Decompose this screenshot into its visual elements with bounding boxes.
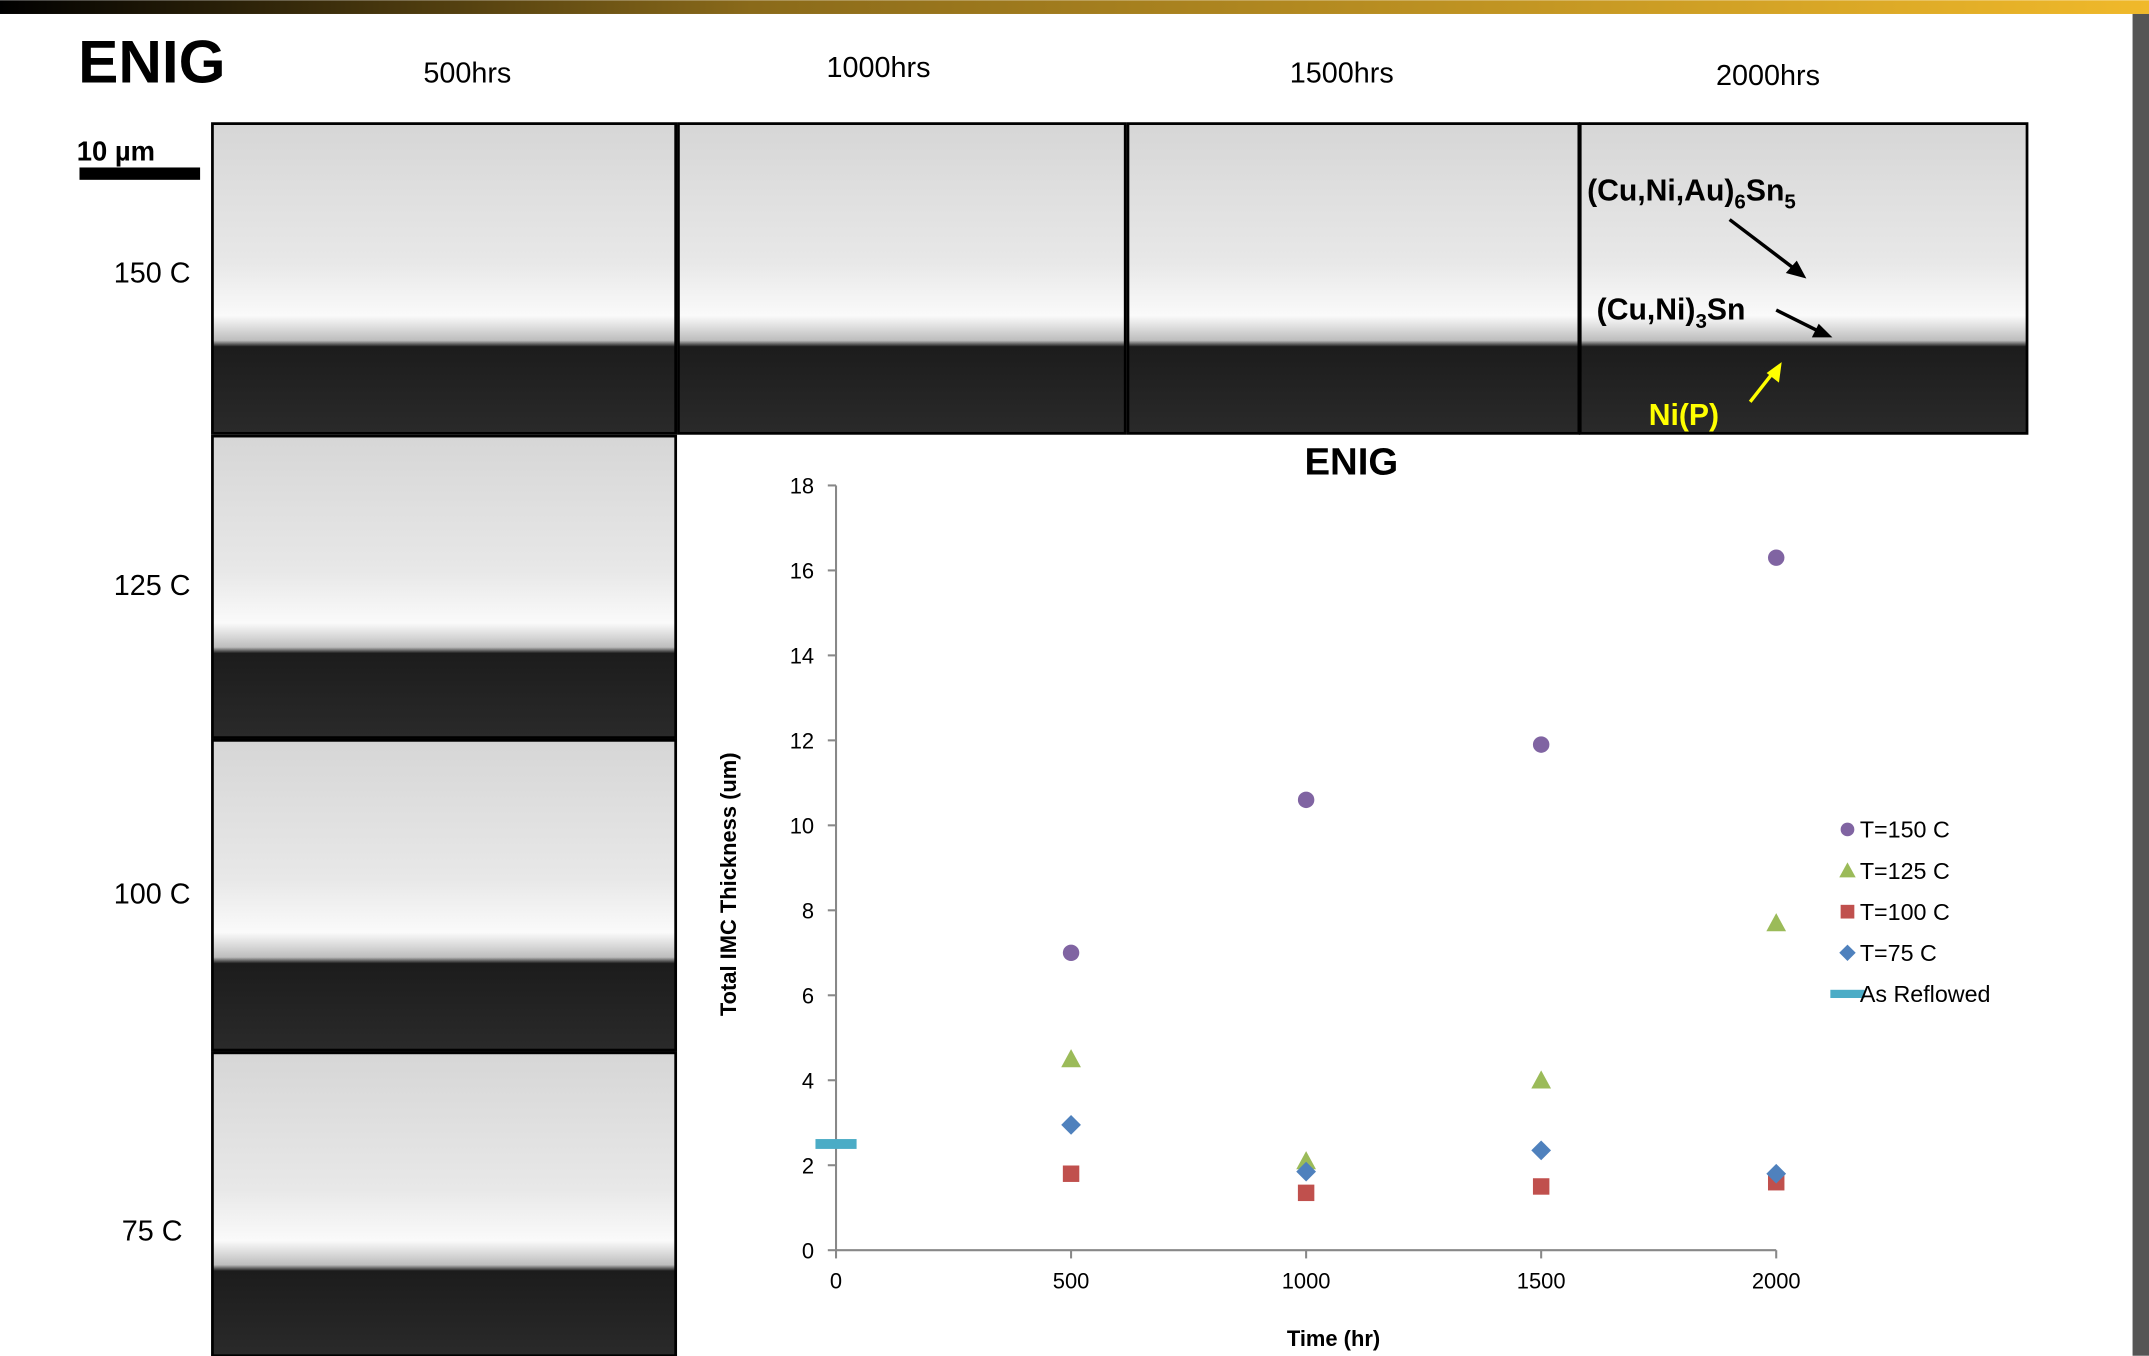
marker — [1767, 549, 1785, 566]
annotation-part: 5 — [1784, 191, 1795, 214]
column-label: 1000hrs — [827, 52, 931, 84]
micrograph — [211, 1051, 678, 1356]
arrowhead — [1766, 362, 1782, 383]
marker — [1532, 736, 1550, 753]
marker — [1061, 1114, 1081, 1135]
marker — [1062, 944, 1080, 962]
y-tick-label: 2 — [802, 1153, 814, 1178]
arrowhead — [1785, 260, 1807, 279]
annotation-part: (Cu,Ni,Au) — [1587, 174, 1734, 207]
marker — [815, 1139, 857, 1149]
chart: ENIG Time (hr) Total IMC Thickness (um) 0 2 4… — [716, 440, 1991, 1351]
scale-bar — [79, 167, 201, 180]
row-label: 75 C — [122, 1216, 183, 1248]
micrograph — [211, 738, 678, 1052]
column-label: 500hrs — [423, 58, 511, 90]
marker — [1061, 1049, 1081, 1068]
annotation-part: 3 — [1695, 310, 1706, 333]
right-edge — [2132, 13, 2149, 1356]
x-tick-label: 1000 — [1282, 1269, 1331, 1294]
annotation-part: Ni(P) — [1649, 399, 1719, 432]
annotation-part: (Cu,Ni) — [1597, 294, 1696, 327]
y-tick-label: 12 — [790, 729, 814, 754]
x-axis-label: Time (hr) — [1287, 1326, 1380, 1351]
y-tick-label: 0 — [802, 1238, 814, 1263]
legend-marker — [1839, 944, 1856, 962]
annotation-part: Sn — [1707, 294, 1746, 327]
annotation: (Cu,Ni,Au)6Sn5 — [1587, 174, 1796, 213]
marker — [1531, 1070, 1552, 1089]
slide-title: ENIG — [78, 28, 225, 96]
annotation-part: 6 — [1734, 191, 1745, 214]
y-tick-label: 18 — [790, 474, 814, 499]
marker — [1766, 913, 1787, 932]
marker — [1532, 1178, 1550, 1195]
marker — [1297, 791, 1315, 809]
micrograph — [1126, 122, 1581, 435]
arrow — [1775, 308, 1824, 335]
x-tick-label: 1500 — [1517, 1269, 1566, 1294]
chart-title: ENIG — [1304, 440, 1398, 483]
y-tick-label: 4 — [802, 1068, 814, 1093]
legend-label: T=150 C — [1860, 817, 1950, 843]
row-label: 125 C — [114, 570, 191, 602]
legend-label: T=75 C — [1860, 940, 1937, 966]
marker — [1296, 1151, 1316, 1170]
y-tick-label: 16 — [790, 559, 814, 584]
legend-label: T=100 C — [1860, 899, 1950, 925]
legend-marker — [1840, 904, 1855, 919]
micrograph — [211, 122, 678, 435]
top-bar — [0, 0, 2149, 14]
annotation: (Cu,Ni)3Sn — [1597, 294, 1746, 333]
y-tick-label: 14 — [790, 644, 814, 669]
row-label: 150 C — [114, 258, 191, 290]
legend-marker — [1839, 862, 1856, 878]
column-label: 2000hrs — [1716, 60, 1820, 92]
arrow — [1728, 218, 1800, 274]
marker — [1531, 1140, 1552, 1161]
x-tick-label: 500 — [1053, 1269, 1090, 1294]
micrographs — [211, 122, 2029, 1356]
arrowhead — [1811, 323, 1833, 338]
x-tick-label: 0 — [830, 1269, 842, 1294]
legend-marker — [1830, 989, 1865, 999]
legend-label: T=125 C — [1860, 858, 1950, 884]
annotation: Ni(P) — [1649, 399, 1719, 432]
marker — [1296, 1161, 1316, 1182]
marker — [1297, 1184, 1315, 1202]
y-tick-label: 10 — [790, 814, 814, 839]
micrograph — [1578, 122, 2029, 435]
scale-bar-label: 10 µm — [77, 136, 155, 167]
marker — [1062, 1165, 1080, 1182]
marker — [1766, 1163, 1787, 1184]
legend-label: As Reflowed — [1860, 981, 1991, 1007]
column-label: 1500hrs — [1290, 58, 1394, 90]
micrograph — [211, 434, 678, 739]
legend-marker — [1840, 822, 1855, 837]
y-tick-label: 6 — [802, 984, 814, 1009]
annotation-part: Sn — [1746, 174, 1785, 207]
micrograph — [677, 122, 1127, 435]
y-tick-label: 8 — [802, 899, 814, 924]
x-tick-label: 2000 — [1752, 1269, 1801, 1294]
row-label: 100 C — [114, 878, 191, 910]
y-axis-label: Total IMC Thickness (um) — [716, 752, 741, 1016]
